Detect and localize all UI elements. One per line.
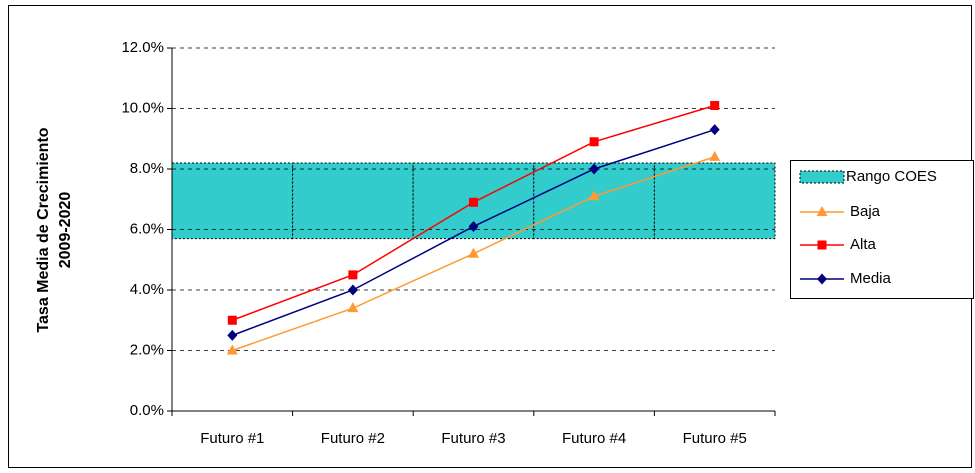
range-band <box>653 162 776 240</box>
data-point <box>347 284 358 296</box>
legend-marker <box>817 240 827 250</box>
x-tick-label: Futuro #1 <box>200 430 264 447</box>
data-point <box>710 100 720 110</box>
legend-label: Baja <box>850 203 881 220</box>
x-tick-label: Futuro #2 <box>321 430 385 447</box>
y-tick-label: 0.0% <box>130 402 164 419</box>
data-point <box>468 220 479 232</box>
y-tick-label: 4.0% <box>130 281 164 298</box>
y-tick-label: 2.0% <box>130 341 164 358</box>
legend-marker <box>817 273 827 285</box>
y-tick-label: 12.0% <box>121 39 164 56</box>
y-tick-label: 10.0% <box>121 99 164 116</box>
range-band <box>533 162 655 240</box>
data-point <box>468 247 479 258</box>
legend-marker <box>816 206 828 216</box>
data-point <box>227 329 238 341</box>
x-tick-label: Futuro #3 <box>441 430 505 447</box>
y-tick-label: 6.0% <box>130 220 164 237</box>
data-point <box>709 150 721 161</box>
data-point <box>226 344 238 355</box>
range-band <box>171 162 294 240</box>
data-point <box>469 197 478 207</box>
data-point <box>348 270 358 280</box>
data-point <box>709 124 720 136</box>
y-axis-title: Tasa Media de Crecimiento <box>35 127 52 332</box>
legend-label: Alta <box>850 236 877 253</box>
x-tick-label: Futuro #4 <box>562 430 626 447</box>
data-point <box>589 137 599 147</box>
legend-label: Rango COES <box>846 168 937 185</box>
y-axis-title: 2009-2020 <box>57 192 74 269</box>
legend-label: Media <box>850 270 892 287</box>
data-point <box>227 315 237 325</box>
y-tick-label: 8.0% <box>130 160 164 177</box>
range-band <box>292 162 414 240</box>
data-point <box>347 302 359 313</box>
data-point <box>588 190 600 201</box>
legend-swatch <box>799 170 845 184</box>
data-point <box>589 163 600 175</box>
x-tick-label: Futuro #5 <box>683 430 747 447</box>
